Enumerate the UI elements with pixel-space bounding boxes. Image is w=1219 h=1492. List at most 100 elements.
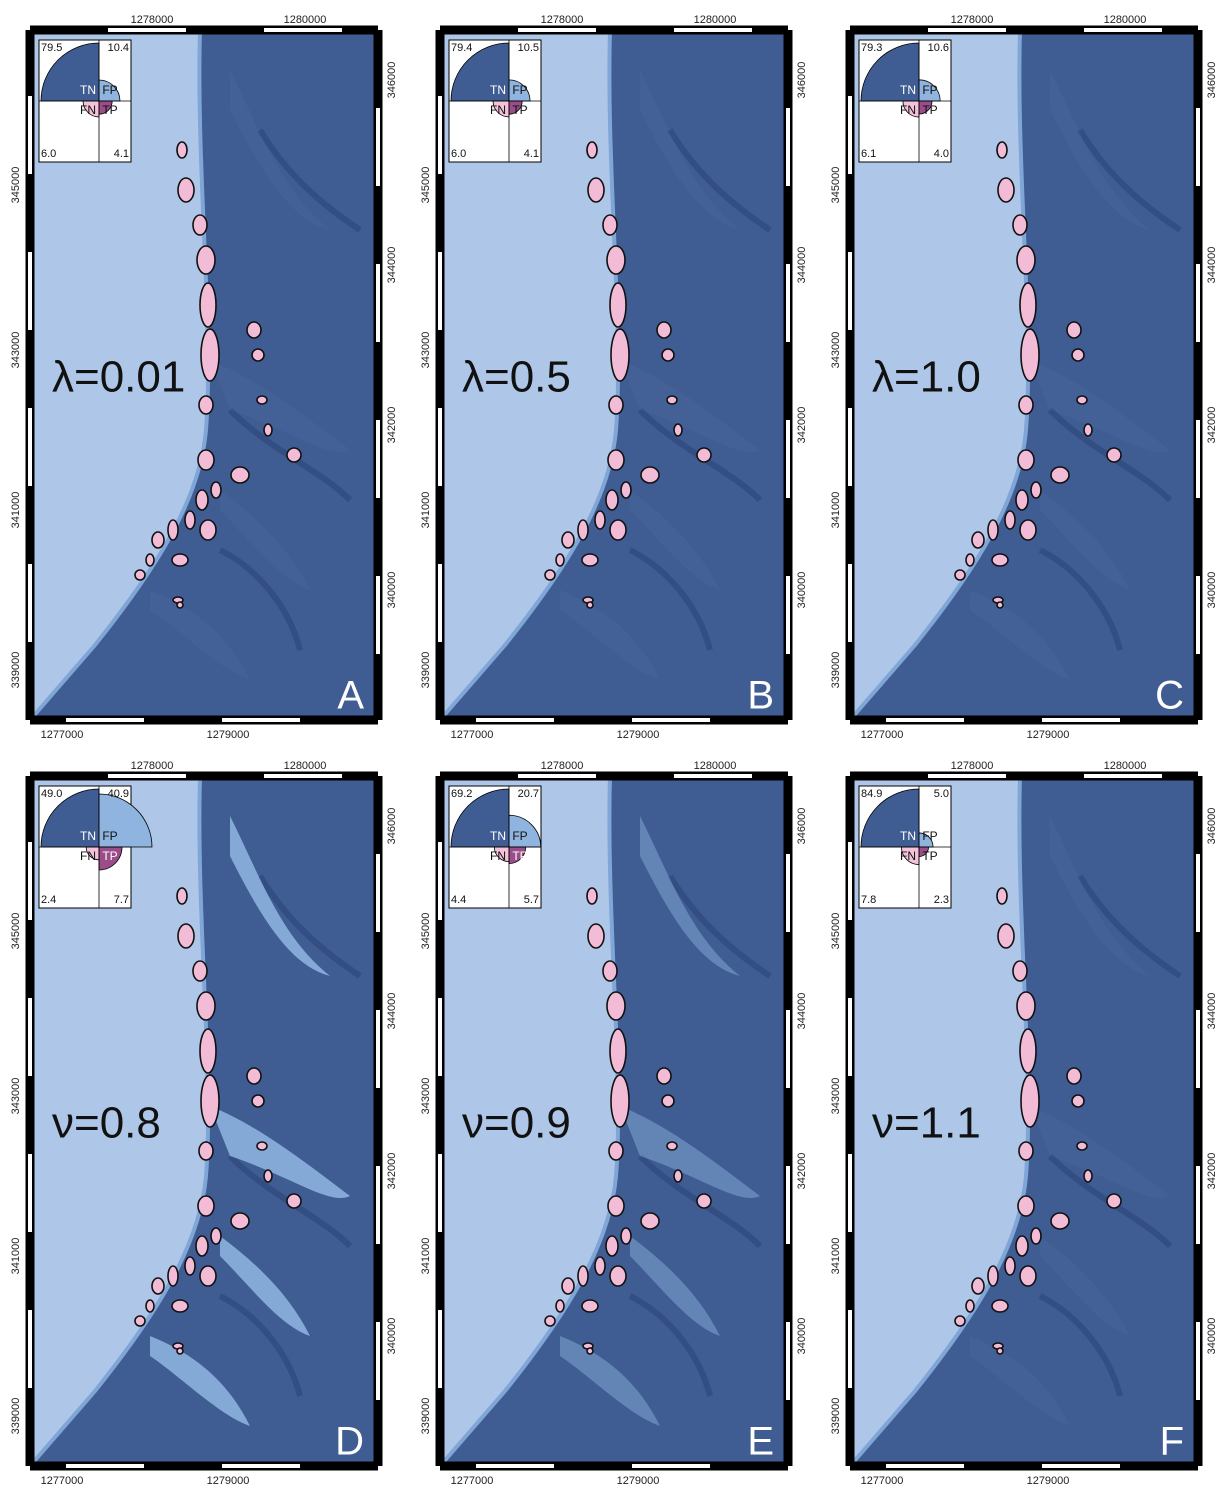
landslide: [588, 178, 604, 202]
landslide: [621, 482, 631, 498]
y-tick-label: 345000: [830, 913, 842, 950]
landslide: [662, 349, 674, 361]
quadrant-value: 79.4: [451, 42, 472, 54]
quadrant-value: 7.7: [114, 894, 129, 906]
quadrant-value: 40.9: [108, 788, 129, 800]
landslide: [611, 329, 629, 381]
y-tick-label: 346000: [796, 808, 808, 845]
landslide: [1019, 1142, 1033, 1160]
landslide: [992, 1300, 1008, 1312]
y-tick-label: 346000: [386, 808, 398, 845]
confusion-inset: TN69.2FP20.7FN4.4TP5.7: [449, 786, 541, 908]
y-tick-label: 345000: [10, 913, 22, 950]
y-tick-label: 340000: [796, 1318, 808, 1355]
landslide: [582, 554, 598, 566]
map-panel: 1278000128000012770001279000345000343000…: [830, 760, 1218, 1487]
landslide: [697, 1194, 711, 1208]
x-tick-label: 1280000: [1104, 14, 1147, 26]
landslide: [287, 448, 301, 462]
landslide: [657, 1068, 671, 1084]
quadrant-value: 49.0: [41, 788, 62, 800]
quadrant-name: TP: [512, 103, 527, 117]
landslide: [578, 1266, 588, 1286]
parameter-label: ν=0.8: [52, 1099, 161, 1148]
landslide: [997, 1348, 1003, 1354]
x-tick-label: 1278000: [541, 760, 584, 772]
y-tick-label: 346000: [796, 62, 808, 99]
landslide: [607, 246, 625, 274]
landslide: [172, 554, 188, 566]
quadrant-value: 69.2: [451, 788, 472, 800]
landslide: [606, 490, 618, 510]
x-tick-label: 1277000: [41, 1475, 84, 1487]
x-tick-label: 1278000: [131, 14, 174, 26]
landslide: [1031, 482, 1041, 498]
y-tick-label: 344000: [796, 993, 808, 1030]
landslide: [1107, 1194, 1121, 1208]
landslide: [252, 349, 264, 361]
quadrant-value: 4.1: [524, 148, 539, 160]
landslide: [252, 1095, 264, 1107]
landslide: [587, 142, 597, 158]
landslide: [966, 554, 974, 566]
landslide: [545, 1316, 555, 1326]
y-tick-label: 340000: [386, 1318, 398, 1355]
landslide: [257, 1142, 267, 1150]
landslide: [1072, 1095, 1084, 1107]
landslide: [562, 532, 574, 548]
landslide: [199, 1142, 213, 1160]
x-tick-label: 1279000: [207, 729, 250, 741]
landslide: [998, 924, 1014, 948]
quadrant-name: FN: [80, 849, 96, 863]
landslide: [621, 1228, 631, 1244]
landslide: [1072, 349, 1084, 361]
landslide: [582, 1300, 598, 1312]
landslide: [1077, 396, 1087, 404]
landslide: [641, 1213, 659, 1229]
y-tick-label: 340000: [386, 572, 398, 609]
landslide: [199, 396, 213, 414]
landslide: [1084, 424, 1092, 436]
landslide: [1020, 1029, 1036, 1073]
landslide: [603, 215, 617, 235]
landslide: [177, 142, 187, 158]
quadrant-name: TN: [80, 829, 96, 843]
y-tick-label: 340000: [1206, 1318, 1218, 1355]
landslide: [1016, 1236, 1028, 1256]
landslide: [200, 520, 216, 540]
landslide: [201, 1075, 219, 1127]
landslide: [610, 520, 626, 540]
y-tick-label: 345000: [420, 913, 432, 950]
quadrant-value: 5.0: [934, 788, 949, 800]
landslide: [603, 961, 617, 981]
landslide: [1084, 1170, 1092, 1182]
y-tick-label: 339000: [420, 652, 432, 689]
landslide: [196, 490, 208, 510]
y-tick-label: 346000: [386, 62, 398, 99]
quadrant-name: TP: [922, 103, 937, 117]
landslide: [1013, 961, 1027, 981]
landslide: [587, 1348, 593, 1354]
landslide: [211, 1228, 221, 1244]
quadrant-value: 84.9: [861, 788, 882, 800]
landslide: [1077, 1142, 1087, 1150]
landslide: [193, 961, 207, 981]
quadrant-name: FP: [922, 829, 937, 843]
landslide: [609, 396, 623, 414]
landslide: [608, 1196, 624, 1216]
landslide: [200, 283, 216, 327]
landslide: [231, 1213, 249, 1229]
quadrant-name: FN: [490, 103, 506, 117]
landslide: [608, 450, 624, 470]
landslide: [556, 554, 564, 566]
landslide: [185, 511, 195, 529]
x-tick-label: 1280000: [694, 14, 737, 26]
landslide: [1051, 1213, 1069, 1229]
landslide: [1018, 1196, 1034, 1216]
landslide: [955, 570, 965, 580]
panel-letter: A: [337, 674, 364, 718]
landslide: [988, 1266, 998, 1286]
quadrant-name: TN: [490, 829, 506, 843]
